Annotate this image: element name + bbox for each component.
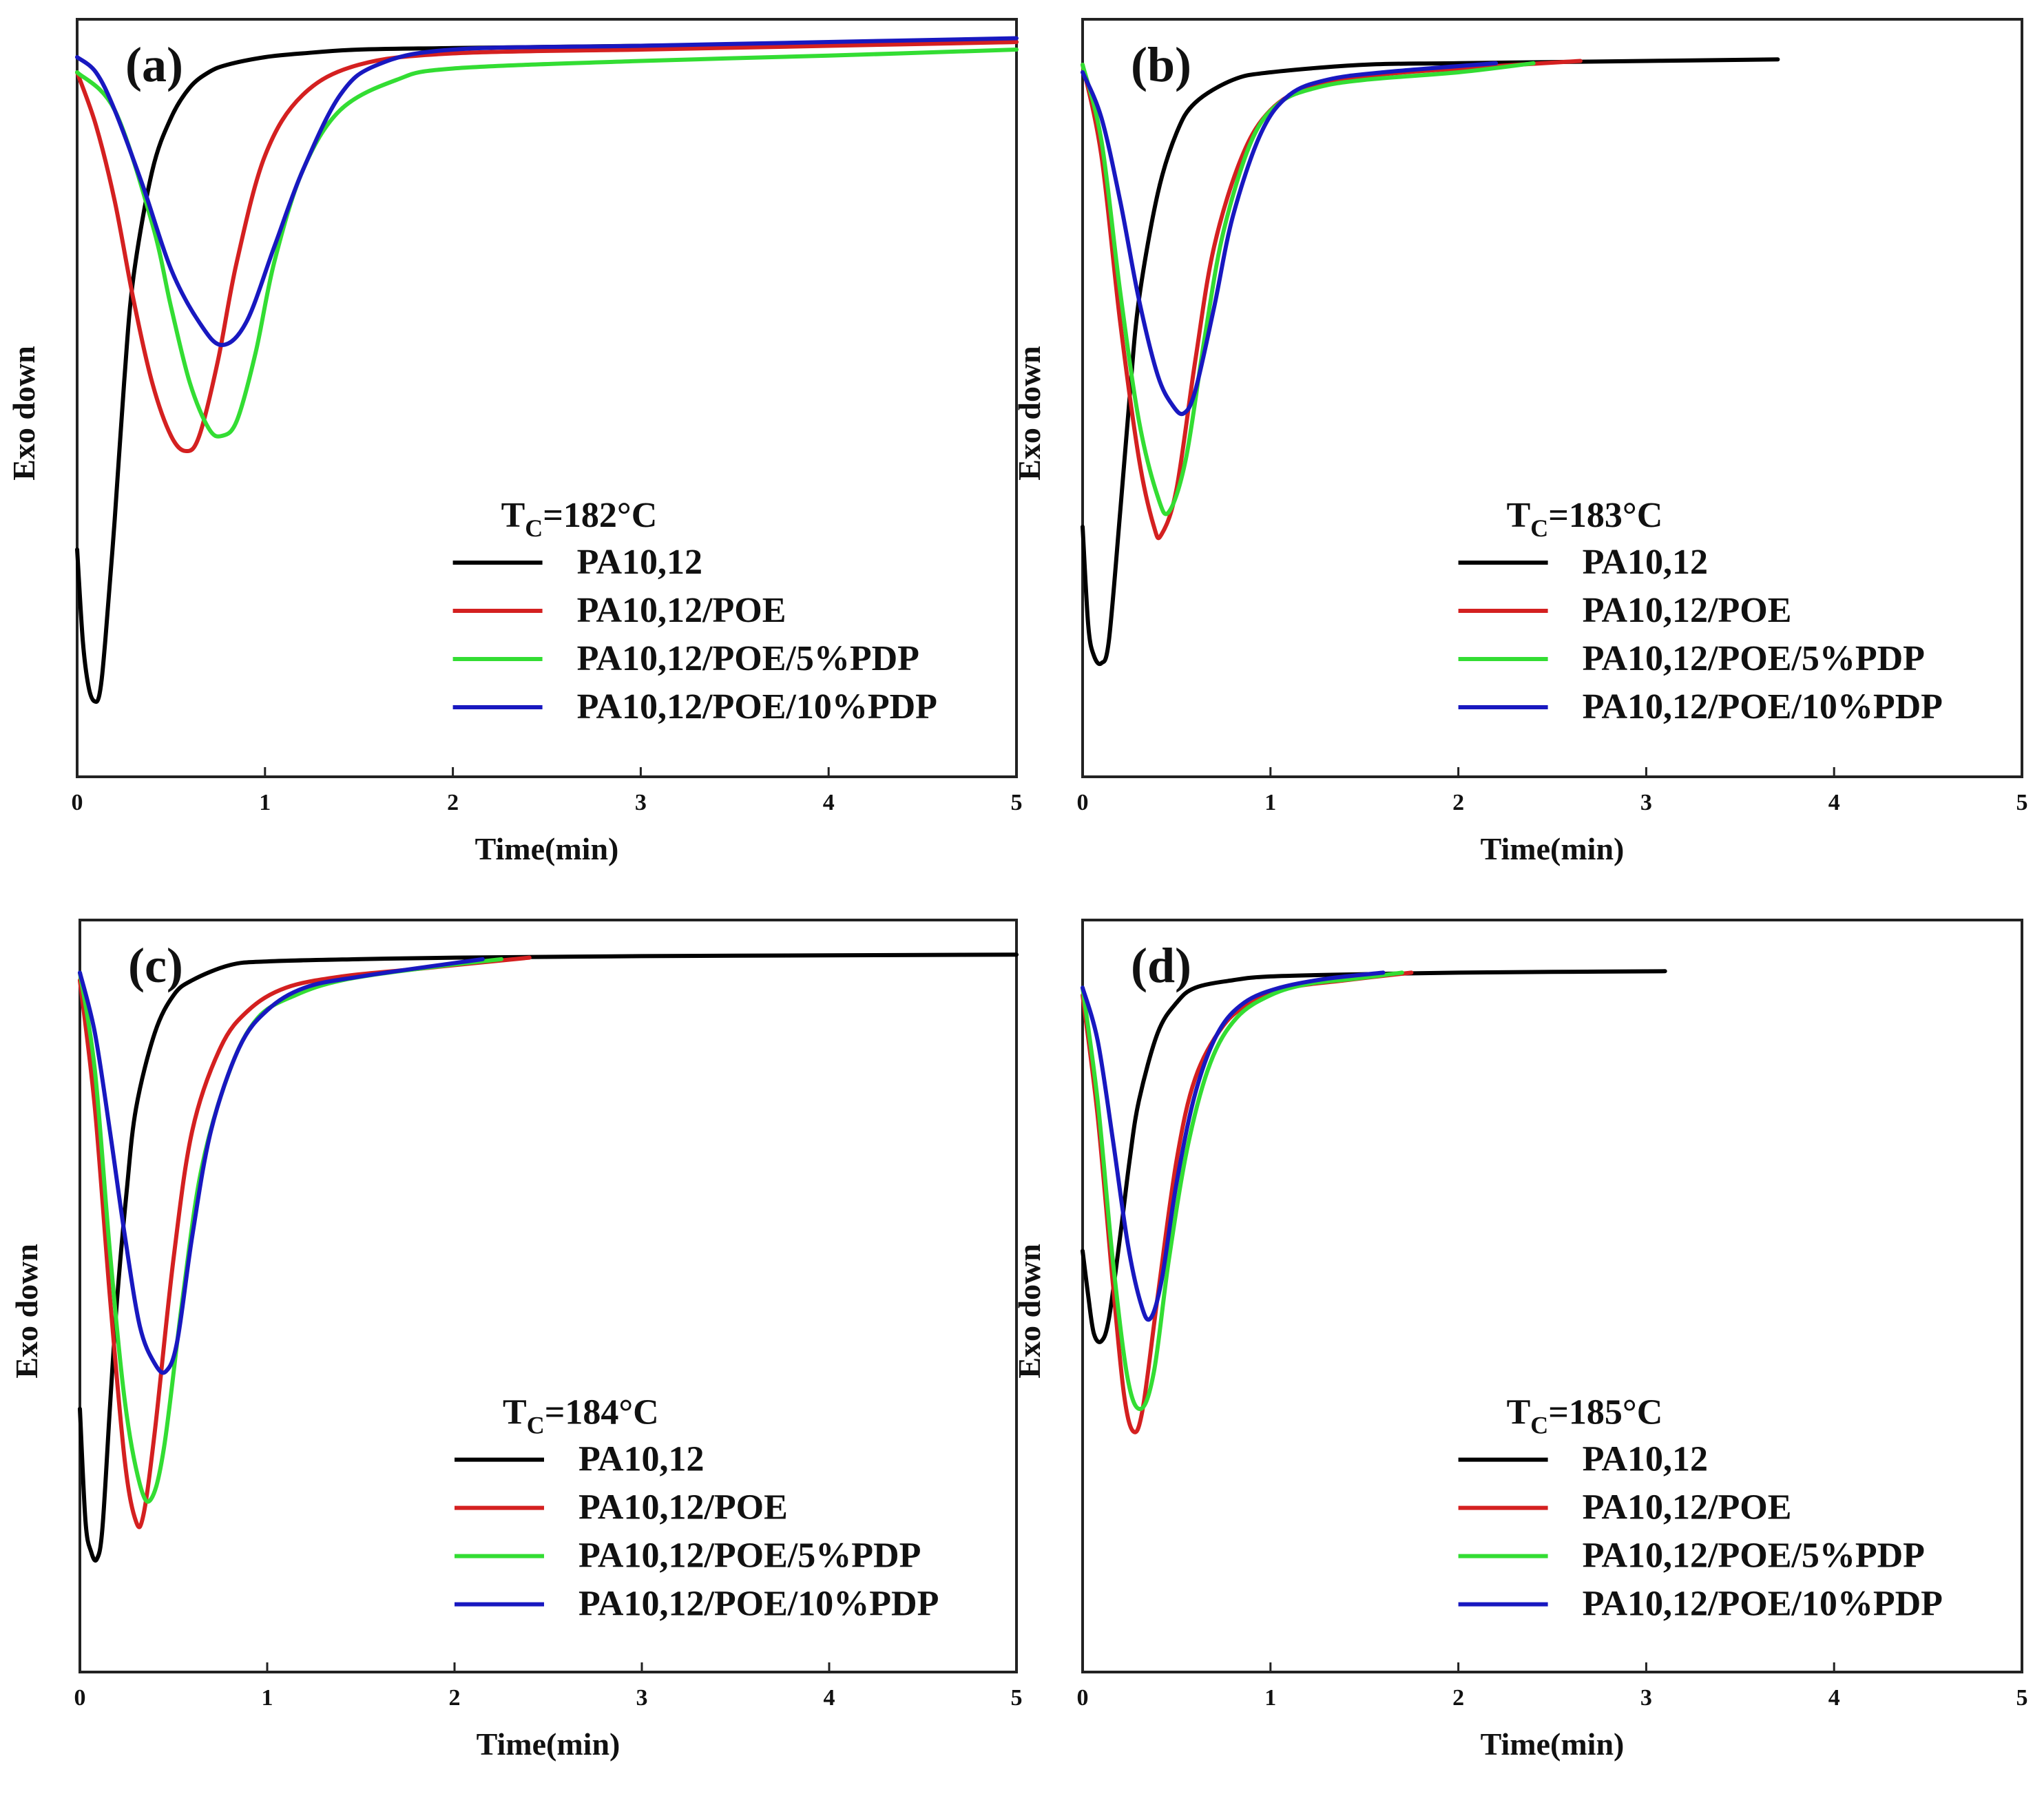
series-line-2 bbox=[75, 40, 1019, 453]
series-line-3 bbox=[75, 48, 1019, 439]
series-line-3 bbox=[1081, 61, 1536, 516]
x-axis-title: Time(min) bbox=[1481, 1726, 1625, 1762]
x-tick-label: 4 bbox=[1828, 1685, 1840, 1711]
x-tick-label: 2 bbox=[1452, 1685, 1464, 1711]
legend-label-1: PA10,12 bbox=[577, 543, 702, 582]
legend-title: TC=183°C bbox=[1507, 496, 1663, 542]
x-tick-label: 3 bbox=[636, 1685, 648, 1711]
legend-title: TC=182°C bbox=[501, 496, 658, 542]
x-tick-label: 2 bbox=[1452, 790, 1464, 815]
series-line-1 bbox=[78, 952, 1019, 1563]
series-line-2 bbox=[78, 955, 532, 1529]
x-tick-label: 1 bbox=[1264, 790, 1276, 815]
series-line-4 bbox=[1081, 970, 1386, 1322]
plot-frame bbox=[1081, 18, 2023, 778]
legend-label-3: PA10,12/POE/5%PDP bbox=[578, 1536, 921, 1576]
series-line-1 bbox=[1081, 969, 1667, 1344]
plot-frame bbox=[76, 18, 1018, 778]
series-line-4 bbox=[75, 36, 1019, 347]
legend-title: TC=185°C bbox=[1507, 1393, 1663, 1439]
x-tick-label: 1 bbox=[262, 1685, 273, 1711]
series-line-2 bbox=[1081, 970, 1414, 1434]
plot-frame bbox=[79, 919, 1018, 1673]
x-tick-label: 5 bbox=[2016, 1685, 2028, 1711]
x-tick-label: 5 bbox=[1011, 790, 1023, 815]
x-tick-label: 3 bbox=[1640, 790, 1652, 815]
x-tick-label: 3 bbox=[1640, 1685, 1652, 1711]
x-tick-label: 2 bbox=[447, 790, 459, 815]
legend-label-1: PA10,12 bbox=[578, 1440, 704, 1479]
x-axis-title: Time(min) bbox=[477, 1726, 620, 1762]
x-tick-label: 4 bbox=[1828, 790, 1840, 815]
legend-label-1: PA10,12 bbox=[1583, 1440, 1708, 1479]
series-line-2 bbox=[1081, 59, 1583, 541]
x-tick-label: 4 bbox=[824, 1685, 835, 1711]
legend-label-4: PA10,12/POE/10%PDP bbox=[577, 687, 937, 727]
panel-label: (b) bbox=[1131, 37, 1191, 92]
x-tick-label: 1 bbox=[259, 790, 271, 815]
legend-label-2: PA10,12/POE bbox=[578, 1488, 788, 1527]
series-line-4 bbox=[1081, 61, 1499, 417]
legend-label-4: PA10,12/POE/10%PDP bbox=[578, 1585, 939, 1624]
legend-label-4: PA10,12/POE/10%PDP bbox=[1583, 1585, 1943, 1624]
x-tick-label: 2 bbox=[449, 1685, 461, 1711]
legend-label-2: PA10,12/POE bbox=[1583, 1488, 1792, 1527]
x-tick-label: 0 bbox=[1077, 790, 1089, 815]
x-tick-label: 5 bbox=[2016, 790, 2028, 815]
legend-title: TC=184°C bbox=[503, 1393, 659, 1439]
x-tick-label: 0 bbox=[1077, 1685, 1089, 1711]
y-axis-title: Exo down bbox=[6, 346, 41, 481]
panel-label: (c) bbox=[128, 938, 183, 993]
x-tick-label: 0 bbox=[74, 1685, 86, 1711]
series-line-3 bbox=[1081, 970, 1404, 1411]
x-axis-title: Time(min) bbox=[475, 831, 619, 866]
legend-label-4: PA10,12/POE/10%PDP bbox=[1583, 687, 1943, 727]
x-tick-label: 3 bbox=[635, 790, 647, 815]
panel-label: (d) bbox=[1131, 938, 1191, 993]
x-tick-label: 4 bbox=[823, 790, 835, 815]
x-axis-title: Time(min) bbox=[1481, 831, 1625, 866]
panel-label: (a) bbox=[125, 37, 183, 92]
legend-label-3: PA10,12/POE/5%PDP bbox=[577, 639, 919, 678]
x-tick-label: 1 bbox=[1264, 1685, 1276, 1711]
series-line-1 bbox=[75, 40, 1019, 704]
x-tick-label: 5 bbox=[1011, 1685, 1023, 1711]
x-tick-label: 0 bbox=[72, 790, 83, 815]
series-line-3 bbox=[78, 957, 503, 1504]
series-line-4 bbox=[78, 957, 485, 1375]
series-line-1 bbox=[1081, 57, 1780, 667]
legend-label-3: PA10,12/POE/5%PDP bbox=[1583, 1536, 1925, 1576]
legend-label-2: PA10,12/POE bbox=[1583, 591, 1792, 630]
legend-label-3: PA10,12/POE/5%PDP bbox=[1583, 639, 1925, 678]
y-axis-title: Exo down bbox=[1012, 1244, 1047, 1379]
legend-label-2: PA10,12/POE bbox=[577, 591, 786, 630]
y-axis-title: Exo down bbox=[1012, 346, 1047, 481]
legend-label-1: PA10,12 bbox=[1583, 543, 1708, 582]
plot-frame bbox=[1081, 919, 2023, 1673]
y-axis-title: Exo down bbox=[9, 1244, 44, 1379]
